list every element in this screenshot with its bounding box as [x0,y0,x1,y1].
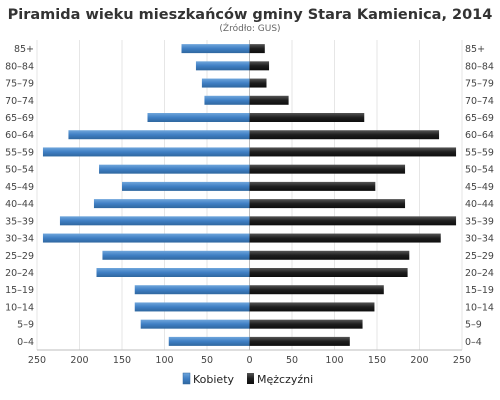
y-axis-labels-left: 85+ 80–84 75–79 70–74 65–69 60–64 55–59 50–54 45… [5,44,34,348]
x-tick-label: 50 [201,355,213,366]
bars [42,44,457,346]
bar-mezczyzni-15–19 [249,285,384,295]
bar-mezczyzni-35–39 [249,216,457,226]
bar-kobiety-5–9 [140,319,250,329]
y-tick-label-right: 70–74 [465,96,494,107]
y-tick-label-left: 70–74 [5,96,34,107]
y-tick-label-left: 5–9 [17,320,34,331]
y-tick-label-left: 80–84 [5,61,34,72]
y-tick-label-right: 85+ [465,44,485,55]
y-tick-label-left: 0–4 [17,337,34,348]
y-tick-label-left: 60–64 [5,130,34,141]
y-tick-label-left: 45–49 [5,182,34,193]
bar-mezczyzni-85+ [249,44,265,54]
bar-kobiety-25–29 [102,250,250,260]
bar-mezczyzni-70–74 [249,95,289,105]
y-tick-label-left: 75–79 [5,79,34,90]
y-axis-labels-right: 85+ 80–84 75–79 70–74 65–69 60–64 55–59 50–54 45… [465,44,494,348]
y-tick-label-left: 30–34 [5,234,34,245]
grid-lines [36,40,463,351]
y-tick-label-left: 50–54 [5,165,34,176]
y-tick-label-right: 80–84 [465,61,494,72]
y-tick-label-left: 85+ [14,44,34,55]
bar-kobiety-65–69 [147,113,250,122]
bar-kobiety-0–4 [168,336,250,346]
bar-kobiety-10–14 [134,302,250,312]
y-tick-label-left: 20–24 [5,268,34,279]
bar-mezczyzni-60–64 [249,130,440,140]
bar-kobiety-75–79 [201,78,250,88]
y-tick-label-right: 55–59 [465,147,494,158]
bar-kobiety-50–54 [99,164,250,174]
y-tick-label-right: 35–39 [465,216,494,227]
bar-mezczyzni-0–4 [249,336,350,346]
y-tick-label-left: 15–19 [5,285,34,296]
bar-kobiety-85+ [181,44,250,54]
x-tick-label: 200 [70,355,88,366]
y-tick-label-right: 5–9 [465,320,482,331]
x-tick-label: 100 [155,355,173,366]
y-tick-label-left: 25–29 [5,251,34,262]
y-tick-label-right: 30–34 [465,234,494,245]
bar-kobiety-20–24 [96,268,250,277]
x-tick-label: 0 [246,355,252,366]
bar-mezczyzni-65–69 [249,113,365,122]
x-tick-label: 250 [453,355,471,366]
bar-mezczyzni-40–44 [249,199,406,209]
legend-label-kobiety: Kobiety [193,373,235,386]
bar-mezczyzni-10–14 [249,302,375,312]
bar-kobiety-80–84 [195,61,250,71]
chart-subtitle: (Źródło: GUS) [219,22,280,34]
bar-mezczyzni-50–54 [249,164,406,174]
bar-mezczyzni-75–79 [249,78,267,88]
x-tick-label: 200 [410,355,428,366]
legend-swatch-kobiety [182,372,191,385]
y-tick-label-right: 45–49 [465,182,494,193]
bar-mezczyzni-80–84 [249,61,270,71]
y-tick-label-left: 35–39 [5,216,34,227]
y-tick-label-right: 15–19 [465,285,494,296]
y-tick-label-right: 50–54 [465,165,494,176]
x-tick-label: 150 [113,355,131,366]
bar-kobiety-70–74 [204,95,250,105]
chart-title: Piramida wieku mieszkańców gminy Stara K… [8,7,493,23]
y-tick-label-right: 75–79 [465,79,494,90]
bar-mezczyzni-5–9 [249,319,363,329]
bar-kobiety-45–49 [122,181,250,191]
bar-mezczyzni-45–49 [249,181,376,191]
legend: Kobiety Mężczyźni [182,372,313,386]
legend-swatch-mezczyzni [247,373,254,384]
y-tick-label-right: 25–29 [465,251,494,262]
y-tick-label-right: 10–14 [465,302,494,313]
y-tick-label-right: 20–24 [465,268,494,279]
x-tick-label: 100 [325,355,343,366]
y-tick-label-right: 40–44 [465,199,494,210]
bar-mezczyzni-20–24 [249,268,408,277]
bar-mezczyzni-55–59 [249,147,457,157]
bar-mezczyzni-25–29 [249,250,410,260]
x-tick-label: 50 [286,355,298,366]
y-tick-label-left: 40–44 [5,199,34,210]
bar-kobiety-30–34 [42,233,250,243]
bar-kobiety-15–19 [134,285,250,295]
x-axis-ticks: 250 200 150 100 50 0 50 100 150 200 250 [28,355,471,366]
legend-label-mezczyzni: Mężczyźni [257,373,313,386]
y-tick-label-right: 60–64 [465,130,494,141]
bar-kobiety-55–59 [42,147,250,157]
bar-kobiety-40–44 [93,199,250,209]
y-tick-label-left: 55–59 [5,147,34,158]
y-tick-label-right: 0–4 [465,337,482,348]
y-tick-label-left: 10–14 [5,302,34,313]
x-tick-label: 150 [368,355,386,366]
y-tick-label-right: 65–69 [465,113,494,124]
bar-kobiety-60–64 [68,130,250,140]
bar-mezczyzni-30–34 [249,233,441,243]
y-tick-label-left: 65–69 [5,113,34,124]
x-tick-label: 250 [28,355,46,366]
bar-kobiety-35–39 [59,216,250,226]
